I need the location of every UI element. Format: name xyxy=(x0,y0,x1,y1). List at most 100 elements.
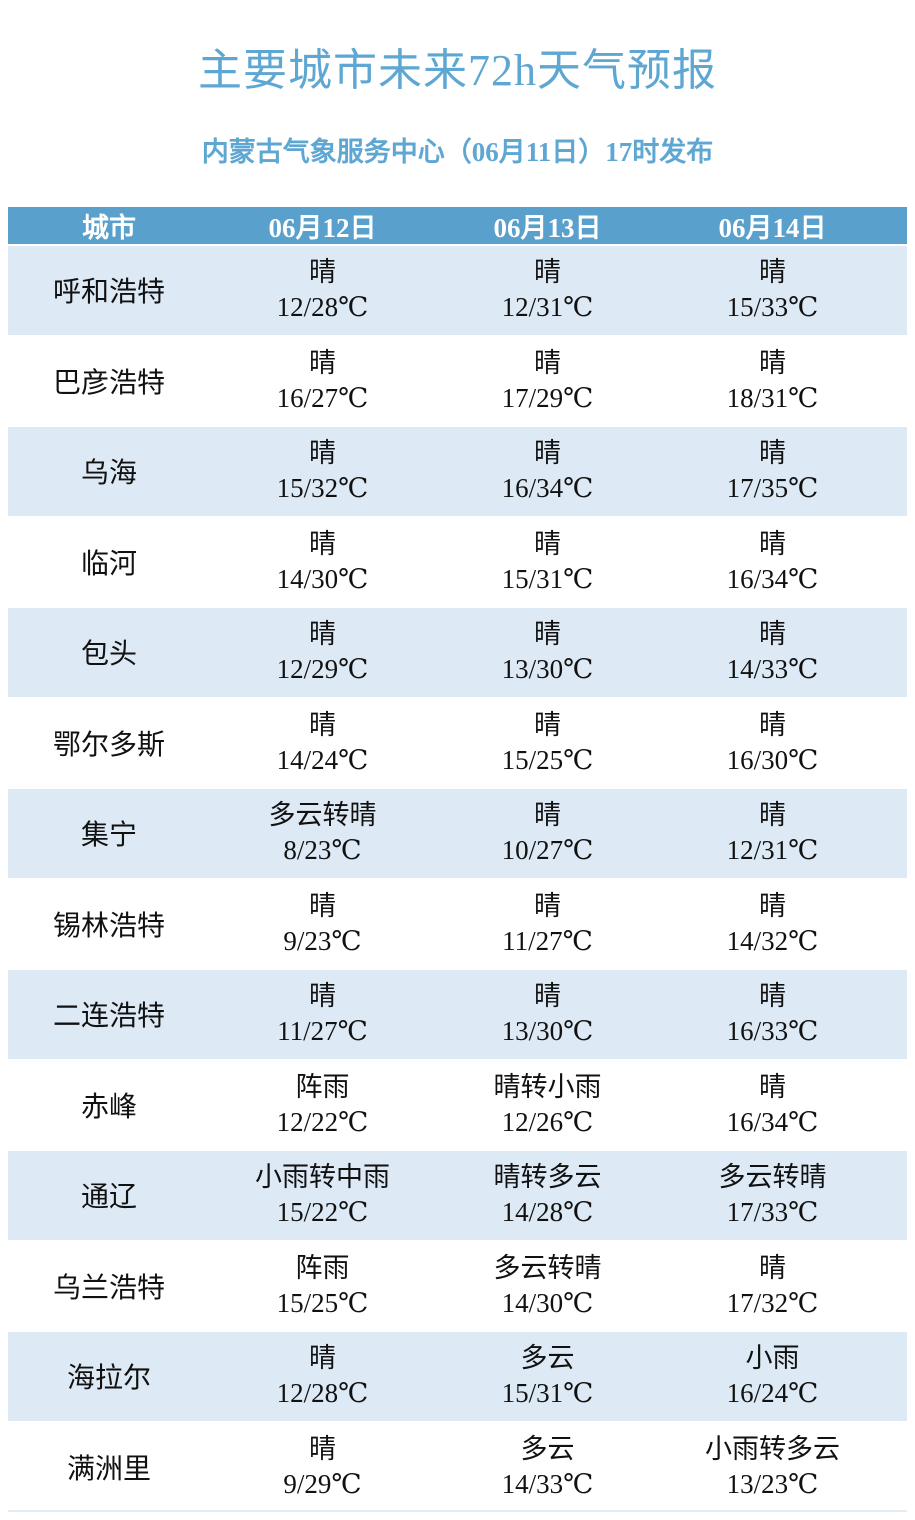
weather-text: 晴 xyxy=(759,1071,786,1102)
table-row: 二连浩特 晴 11/27℃ 晴 13/30℃ 晴 16/33℃ xyxy=(8,970,907,1059)
city-name: 巴彦浩特 xyxy=(52,367,165,399)
temperature-range: 12/26℃ xyxy=(501,1106,594,1137)
temperature-range: 16/34℃ xyxy=(726,563,819,594)
forecast-cell: 晴 17/35℃ xyxy=(660,436,885,506)
forecast-cell: 晴 16/30℃ xyxy=(660,708,885,778)
city-name: 集宁 xyxy=(80,820,137,852)
weather-text: 晴转小雨 xyxy=(493,1071,602,1102)
temperature-range: 12/31℃ xyxy=(501,292,594,323)
weather-text: 晴 xyxy=(534,438,561,469)
forecast-cell: 阵雨 12/22℃ xyxy=(210,1070,435,1140)
city-name: 乌兰浩特 xyxy=(52,1272,165,1304)
weather-text: 多云转晴 xyxy=(493,1252,602,1283)
forecast-cell: 晴 12/29℃ xyxy=(210,617,435,687)
forecast-cell: 晴 11/27℃ xyxy=(435,889,660,959)
forecast-cell: 晴 16/33℃ xyxy=(660,979,885,1049)
forecast-cell: 多云转晴 17/33℃ xyxy=(660,1160,885,1230)
forecast-cell: 晴 17/32℃ xyxy=(660,1251,885,1321)
table-row: 通辽 小雨转中雨 15/22℃ 晴转多云 14/28℃ 多云转晴 17/33℃ xyxy=(8,1151,907,1240)
forecast-cell: 小雨 16/24℃ xyxy=(660,1341,885,1411)
city-name: 包头 xyxy=(80,639,137,671)
weather-text: 晴转多云 xyxy=(493,1162,602,1193)
temperature-range: 10/27℃ xyxy=(501,835,594,866)
temperature-range: 16/30℃ xyxy=(726,744,819,775)
temperature-range: 9/23℃ xyxy=(283,925,362,956)
temperature-range: 12/28℃ xyxy=(276,292,369,323)
temperature-range: 9/29℃ xyxy=(283,1468,362,1499)
forecast-cell: 晴 15/31℃ xyxy=(435,527,660,597)
temperature-range: 11/27℃ xyxy=(502,925,593,956)
temperature-range: 15/31℃ xyxy=(501,563,594,594)
weather-text: 晴 xyxy=(309,890,336,921)
forecast-cell: 晴 12/28℃ xyxy=(210,1341,435,1411)
forecast-cell: 晴 13/30℃ xyxy=(435,979,660,1049)
weather-text: 小雨 xyxy=(745,1343,800,1374)
page-title: 主要城市未来72h天气预报 xyxy=(198,46,717,95)
temperature-range: 14/30℃ xyxy=(501,1287,594,1318)
weather-text: 晴 xyxy=(309,1433,336,1464)
weather-text: 晴 xyxy=(534,528,561,559)
forecast-cell: 小雨转中雨 15/22℃ xyxy=(210,1160,435,1230)
temperature-range: 15/31℃ xyxy=(501,1378,594,1409)
temperature-range: 16/24℃ xyxy=(726,1378,819,1409)
city-name: 赤峰 xyxy=(80,1091,137,1123)
temperature-range: 14/33℃ xyxy=(726,654,819,685)
temperature-range: 18/31℃ xyxy=(726,382,819,413)
temperature-range: 14/24℃ xyxy=(276,744,369,775)
weather-text: 晴 xyxy=(309,981,336,1012)
weather-text: 晴 xyxy=(759,1252,786,1283)
weather-text: 阵雨 xyxy=(295,1252,350,1283)
header-day-3: 06月14日 xyxy=(718,213,827,243)
temperature-range: 15/25℃ xyxy=(501,744,594,775)
forecast-cell: 小雨转多云 13/23℃ xyxy=(660,1432,885,1502)
forecast-cell: 晴 14/30℃ xyxy=(210,527,435,597)
table-row: 呼和浩特 晴 12/28℃ 晴 12/31℃ 晴 15/33℃ xyxy=(8,246,907,335)
weather-text: 多云转晴 xyxy=(268,800,377,831)
temperature-range: 8/23℃ xyxy=(283,835,362,866)
weather-text: 多云转晴 xyxy=(718,1162,827,1193)
forecast-cell: 晴 16/34℃ xyxy=(660,1070,885,1140)
weather-text: 晴 xyxy=(759,619,786,650)
table-row: 包头 晴 12/29℃ 晴 13/30℃ 晴 14/33℃ xyxy=(8,608,907,697)
table-row: 巴彦浩特 晴 16/27℃ 晴 17/29℃ 晴 18/31℃ xyxy=(8,337,907,426)
temperature-range: 14/28℃ xyxy=(501,1197,594,1228)
forecast-cell: 晴 10/27℃ xyxy=(435,798,660,868)
forecast-cell: 晴 16/34℃ xyxy=(435,436,660,506)
forecast-cell: 晴转小雨 12/26℃ xyxy=(435,1070,660,1140)
temperature-range: 15/32℃ xyxy=(276,473,369,504)
temperature-range: 11/27℃ xyxy=(277,1016,368,1047)
temperature-range: 12/31℃ xyxy=(726,835,819,866)
weather-text: 晴 xyxy=(534,619,561,650)
forecast-cell: 晴 12/31℃ xyxy=(660,798,885,868)
temperature-range: 17/32℃ xyxy=(726,1287,819,1318)
temperature-range: 16/34℃ xyxy=(501,473,594,504)
table-row: 临河 晴 14/30℃ 晴 15/31℃ 晴 16/34℃ xyxy=(8,518,907,607)
table-row: 鄂尔多斯 晴 14/24℃ 晴 15/25℃ 晴 16/30℃ xyxy=(8,699,907,788)
temperature-range: 15/33℃ xyxy=(726,292,819,323)
table-row: 满洲里 晴 9/29℃ 多云 14/33℃ 小雨转多云 13/23℃ xyxy=(8,1423,907,1512)
temperature-range: 16/34℃ xyxy=(726,1106,819,1137)
weather-text: 晴 xyxy=(309,528,336,559)
weather-text: 晴 xyxy=(309,709,336,740)
weather-text: 晴 xyxy=(309,257,336,288)
forecast-cell: 晴 15/33℃ xyxy=(660,255,885,325)
weather-text: 晴 xyxy=(759,800,786,831)
page-subtitle: 内蒙古气象服务中心（06月11日）17时发布 xyxy=(201,137,714,167)
weather-text: 小雨转中雨 xyxy=(255,1162,390,1193)
temperature-range: 13/30℃ xyxy=(501,1016,594,1047)
forecast-cell: 晴 17/29℃ xyxy=(435,346,660,416)
city-name: 呼和浩特 xyxy=(52,277,165,309)
weather-text: 晴 xyxy=(759,890,786,921)
weather-text: 晴 xyxy=(534,709,561,740)
forecast-cell: 晴转多云 14/28℃ xyxy=(435,1160,660,1230)
weather-text: 晴 xyxy=(759,438,786,469)
temperature-range: 12/28℃ xyxy=(276,1378,369,1409)
table-row: 集宁 多云转晴 8/23℃ 晴 10/27℃ 晴 12/31℃ xyxy=(8,789,907,878)
forecast-cell: 晴 16/27℃ xyxy=(210,346,435,416)
weather-text: 晴 xyxy=(759,257,786,288)
header-day-2: 06月13日 xyxy=(493,213,602,243)
temperature-range: 17/29℃ xyxy=(501,382,594,413)
weather-text: 晴 xyxy=(759,347,786,378)
forecast-cell: 多云 14/33℃ xyxy=(435,1432,660,1502)
weather-text: 多云 xyxy=(520,1433,575,1464)
